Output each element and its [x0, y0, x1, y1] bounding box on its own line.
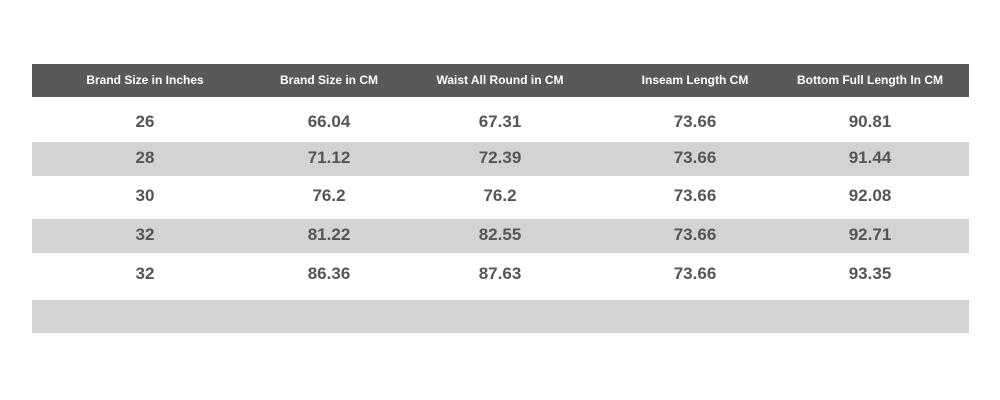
table-cell: 92.08 — [848, 186, 892, 205]
table-cell: 92.71 — [848, 225, 892, 244]
table-cell: 72.39 — [478, 148, 522, 167]
table-cell: 87.63 — [478, 264, 522, 283]
header-cell: Brand Size in Inches — [86, 73, 204, 87]
table-cell: 73.66 — [673, 148, 717, 167]
table-cell: 73.66 — [673, 264, 717, 283]
table-cell: 86.36 — [307, 264, 351, 283]
table-cell: 71.12 — [307, 148, 351, 167]
table-cell: 81.22 — [307, 225, 351, 244]
table-cell: 26 — [135, 112, 155, 131]
table-cell: 93.35 — [848, 264, 892, 283]
table-cell: 32 — [135, 225, 155, 244]
table-cell: 90.81 — [848, 112, 892, 131]
row-band — [32, 219, 969, 253]
table-cell: 76.2 — [312, 186, 346, 205]
table-cell: 67.31 — [478, 112, 522, 131]
table-cell: 73.66 — [673, 186, 717, 205]
table-cell: 32 — [135, 264, 155, 283]
table-cell: 73.66 — [673, 225, 717, 244]
table-cell: 82.55 — [478, 225, 522, 244]
table-cell: 30 — [135, 186, 155, 205]
table-cell: 76.2 — [483, 186, 517, 205]
header-cell: Inseam Length CM — [641, 73, 749, 87]
empty-row-band — [32, 300, 969, 333]
header-cell: Bottom Full Length In CM — [797, 73, 943, 87]
header-cell: Brand Size in CM — [279, 73, 379, 87]
table-cell: 73.66 — [673, 112, 717, 131]
header-band — [32, 64, 969, 97]
header-cell: Waist All Round in CM — [436, 73, 564, 87]
row-band — [32, 142, 969, 176]
table-cell: 91.44 — [848, 148, 892, 167]
table-cell: 28 — [135, 148, 155, 167]
table-cell: 66.04 — [307, 112, 351, 131]
